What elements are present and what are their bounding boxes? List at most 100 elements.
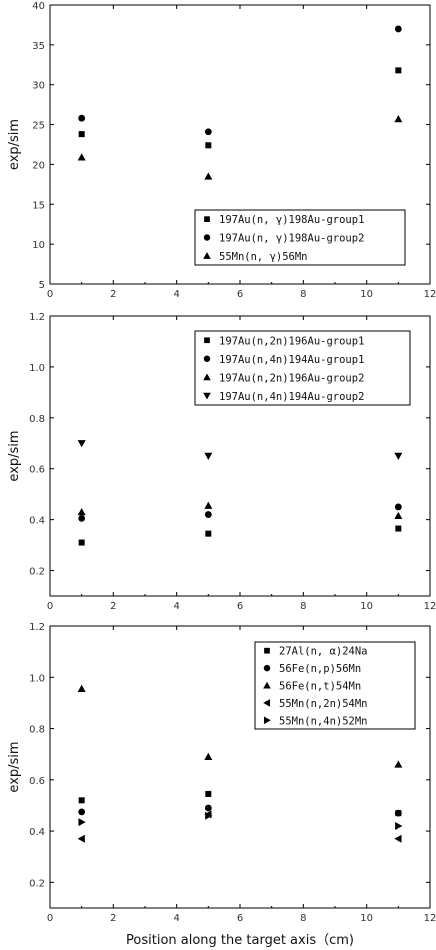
x-tick-label: 10 xyxy=(360,601,373,612)
legend-label: 197Au(n,4n)194Au-group1 xyxy=(219,354,364,366)
data-point-square xyxy=(78,131,85,138)
legend-label: 56Fe(n,p)56Mn xyxy=(279,663,361,675)
data-point-square xyxy=(205,530,212,537)
data-point-square xyxy=(78,539,85,546)
data-point-square xyxy=(78,797,85,804)
legend-label: 197Au(n, γ)198Au-group2 xyxy=(219,233,364,245)
y-axis-label: exp/sim xyxy=(7,119,22,170)
legend-marker-triangle-right xyxy=(263,716,271,725)
data-point-circle xyxy=(78,808,86,816)
data-point-triangle-down xyxy=(394,452,403,460)
x-tick-label: 2 xyxy=(110,601,116,612)
x-tick-label: 0 xyxy=(47,913,53,924)
x-tick-label: 12 xyxy=(424,289,436,300)
legend-label: 197Au(n, γ)198Au-group1 xyxy=(219,214,364,226)
y-tick-label: 5 xyxy=(39,280,45,291)
legend-marker-triangle-up xyxy=(203,252,211,259)
y-tick-label: 10 xyxy=(32,240,45,251)
x-tick-label: 10 xyxy=(360,289,373,300)
x-tick-label: 8 xyxy=(300,289,306,300)
legend-marker-circle xyxy=(263,664,271,672)
data-point-circle xyxy=(204,128,212,136)
x-tick-label: 10 xyxy=(360,913,373,924)
y-tick-label: 0.2 xyxy=(29,567,45,578)
data-point-triangle-right xyxy=(205,811,213,820)
data-point-square xyxy=(395,67,402,74)
data-point-triangle-down xyxy=(77,440,86,448)
data-point-triangle-up xyxy=(77,684,86,693)
data-point-triangle-left xyxy=(77,834,85,843)
data-point-circle xyxy=(78,114,86,122)
legend-label: 55Mn(n,2n)54Mn xyxy=(279,698,368,710)
legend-marker-square xyxy=(204,216,210,223)
data-point-triangle-up xyxy=(394,760,403,768)
y-tick-label: 1.2 xyxy=(29,622,45,633)
legend: 197Au(n,2n)196Au-group1 197Au(n,4n)194Au-… xyxy=(194,330,411,406)
legend-marker-triangle-up xyxy=(203,373,211,381)
legend: 27Al(n, α)24Na 56Fe(n,p)56Mn 56Fe(n,t)54Mn… xyxy=(254,641,416,730)
x-tick-label: 4 xyxy=(173,913,179,924)
legend: 197Au(n, γ)198Au-group1 197Au(n, γ)198Au-… xyxy=(194,209,406,266)
legend-marker-triangle-left xyxy=(263,699,271,707)
legend-marker-triangle-down xyxy=(203,392,211,400)
y-tick-label: 0.6 xyxy=(29,465,45,476)
data-point-circle xyxy=(394,503,402,511)
data-point-triangle-right xyxy=(78,818,86,827)
x-tick-label: 8 xyxy=(300,601,306,612)
y-tick-label: 0.6 xyxy=(29,776,45,787)
x-tick-label: 2 xyxy=(110,913,116,924)
x-tick-label: 4 xyxy=(173,601,179,612)
x-tick-label: 2 xyxy=(110,289,116,300)
data-point-triangle-up xyxy=(77,153,86,161)
legend-label: 197Au(n,2n)196Au-group1 xyxy=(219,335,364,347)
x-tick-label: 6 xyxy=(237,601,243,612)
y-tick-label: 1.2 xyxy=(29,312,45,323)
y-tick-label: 25 xyxy=(32,121,45,132)
y-tick-label: 40 xyxy=(32,1,45,12)
legend-label: 197Au(n,2n)196Au-group2 xyxy=(219,372,364,384)
legend-marker-circle xyxy=(203,355,211,362)
data-point-circle xyxy=(204,804,212,812)
legend-label: 197Au(n,4n)194Au-group2 xyxy=(219,391,364,403)
y-tick-label: 0.2 xyxy=(29,878,45,889)
x-tick-label: 0 xyxy=(47,289,53,300)
data-point-triangle-up xyxy=(204,752,213,760)
data-point-circle xyxy=(394,25,402,33)
y-tick-label: 1.0 xyxy=(29,363,45,374)
data-point-square xyxy=(205,142,212,149)
legend-marker-triangle-up xyxy=(263,681,271,689)
y-tick-label: 0.4 xyxy=(29,516,45,527)
data-point-triangle-left xyxy=(394,834,402,843)
y-tick-label: 0.8 xyxy=(29,414,45,425)
y-tick-label: 20 xyxy=(32,160,45,171)
legend-marker-square xyxy=(264,647,270,654)
data-point-circle xyxy=(78,514,86,522)
y-tick-label: 35 xyxy=(32,41,45,52)
legend-box xyxy=(194,209,406,266)
x-tick-label: 12 xyxy=(424,601,436,612)
y-axis-label: exp/sim xyxy=(7,741,22,792)
x-axis-label: Position along the target axis（cm) xyxy=(126,933,354,948)
y-tick-label: 0.8 xyxy=(29,725,45,736)
data-point-triangle-down xyxy=(204,452,213,460)
data-point-circle xyxy=(394,809,402,817)
legend-marker-square xyxy=(204,337,210,344)
data-point-circle xyxy=(204,511,212,518)
chart-panel-2: 0 2 4 6 8 10 12 0.2 0.4 0.6 0.8 1.0 1.2 exp/sim 197Au(… xyxy=(7,312,436,612)
x-tick-label: 8 xyxy=(300,913,306,924)
legend-label: 55Mn(n, γ)56Mn xyxy=(219,251,308,263)
y-tick-label: 30 xyxy=(32,81,45,92)
y-axis-label: exp/sim xyxy=(7,430,22,481)
x-tick-label: 4 xyxy=(173,289,179,300)
data-point-square xyxy=(395,525,402,532)
data-point-triangle-up xyxy=(204,501,213,509)
data-point-triangle-up xyxy=(77,508,86,516)
x-tick-label: 6 xyxy=(237,289,243,300)
data-point-triangle-up xyxy=(204,172,213,180)
y-tick-label: 1.0 xyxy=(29,673,45,684)
data-point-square xyxy=(205,790,212,797)
legend-marker-circle xyxy=(203,234,211,241)
x-tick-label: 6 xyxy=(237,913,243,924)
x-tick-label: 12 xyxy=(424,913,436,924)
